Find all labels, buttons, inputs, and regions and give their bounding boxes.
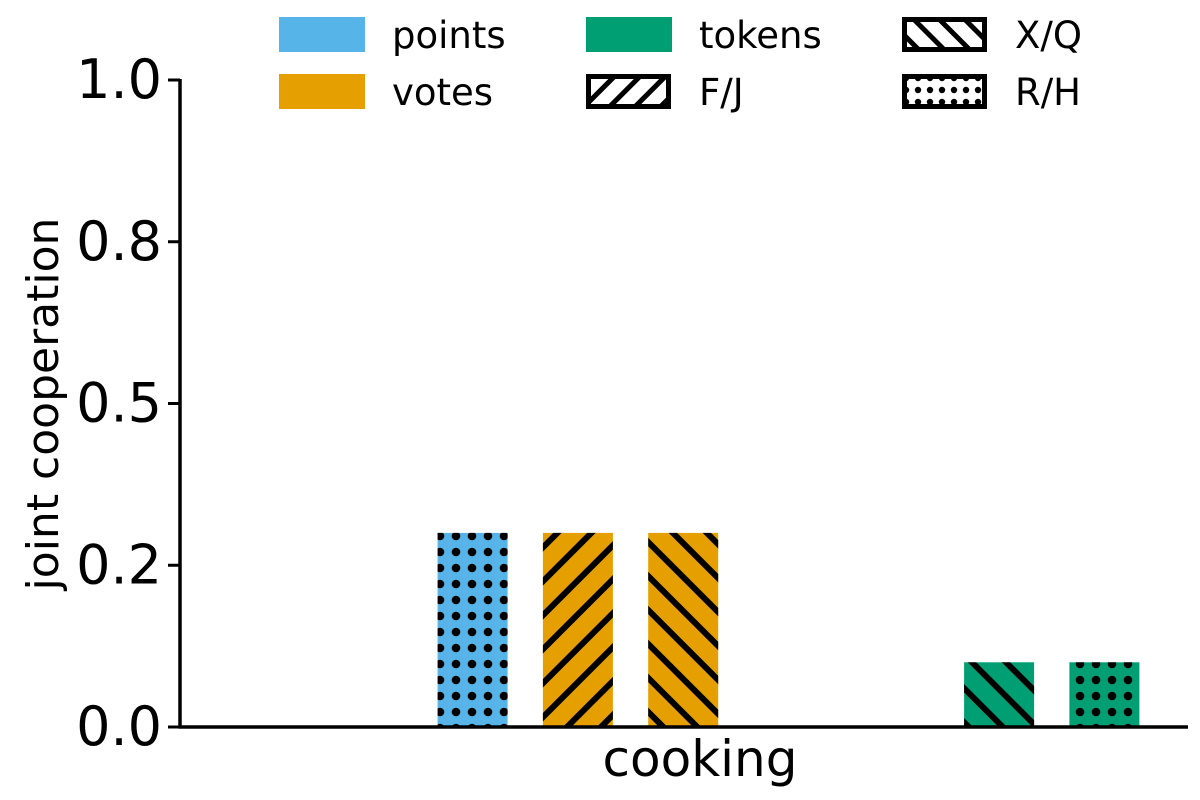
y-tick-label: 0.2 xyxy=(76,533,162,596)
legend-item-xq: X/Q xyxy=(902,14,1082,57)
legend-swatch xyxy=(279,74,365,109)
axes: 0.0 0.2 0.5 0.8 1.0 xyxy=(76,48,1188,758)
legend-label: tokens xyxy=(699,14,822,57)
legend-item-votes: votes xyxy=(279,71,493,114)
legend-item-tokens: tokens xyxy=(586,14,822,57)
legend-label: R/H xyxy=(1015,71,1081,114)
y-tick-label: 0.0 xyxy=(76,695,162,758)
bar-tokens-rh xyxy=(1069,662,1140,727)
bar-points-rh xyxy=(437,532,508,727)
legend-item-fj: F/J xyxy=(586,71,744,114)
bar-votes-xq xyxy=(648,532,719,727)
legend-label: points xyxy=(392,14,506,57)
x-axis-label: cooking xyxy=(603,730,798,788)
legend-swatch xyxy=(279,17,365,52)
y-tick-label: 0.5 xyxy=(76,372,162,435)
y-axis-label: joint cooperation xyxy=(18,218,69,592)
legend-label: votes xyxy=(392,71,493,114)
legend-item-points: points xyxy=(279,14,506,57)
y-tick-label: 0.8 xyxy=(76,210,162,273)
y-tick-label: 1.0 xyxy=(76,48,162,111)
legend-item-rh: R/H xyxy=(902,71,1081,114)
bar-votes-fj xyxy=(542,532,613,727)
bars-layer xyxy=(437,532,1140,727)
legend-label: X/Q xyxy=(1015,14,1082,57)
legend-label: F/J xyxy=(699,71,744,114)
bar-tokens-xq xyxy=(964,662,1035,727)
legend: points votes tokens F/J X/Q R/H xyxy=(279,14,1082,114)
legend-swatch xyxy=(586,17,672,52)
